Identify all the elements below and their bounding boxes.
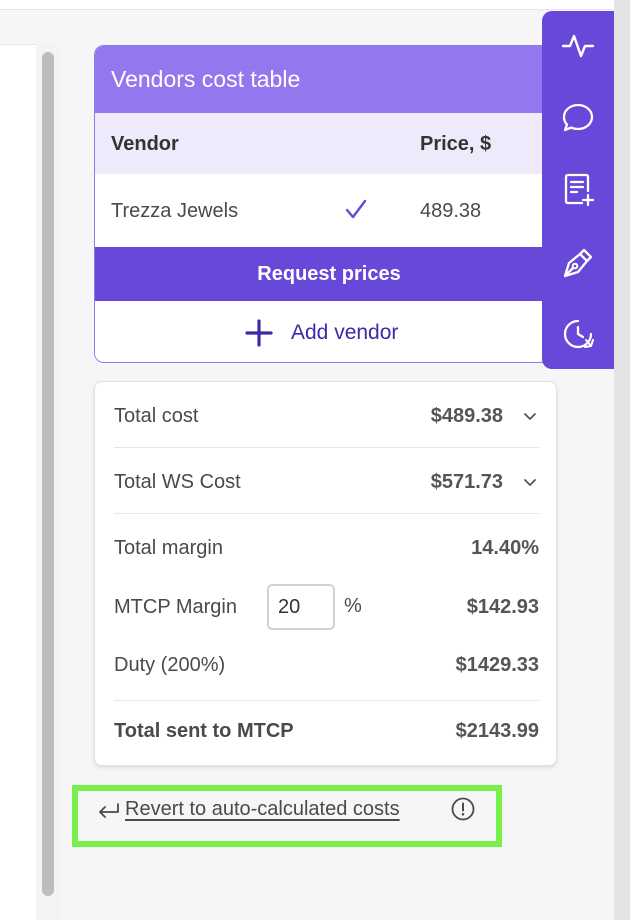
divider — [114, 447, 539, 448]
total-sent-value: $2143.99 — [455, 720, 539, 742]
column-header-vendor: Vendor — [111, 133, 179, 155]
duty-row: Duty (200%) $1429.33 — [114, 648, 539, 684]
vendor-price: 489.38 — [420, 200, 482, 222]
add-vendor-label: Add vendor — [291, 321, 399, 344]
vendors-cost-table: Vendors cost table Vendor Price, $ Trezz… — [94, 45, 564, 363]
add-note-icon[interactable] — [560, 171, 596, 207]
chevron-down-icon[interactable] — [523, 477, 537, 487]
request-prices-button[interactable]: Request prices — [95, 247, 563, 301]
total-margin-label: Total margin — [114, 537, 223, 559]
total-ws-cost-row[interactable]: Total WS Cost $571.73 — [114, 465, 539, 501]
total-sent-label: Total sent to MTCP — [114, 720, 294, 742]
mtcp-margin-input[interactable] — [267, 584, 335, 630]
plus-icon — [245, 319, 273, 347]
total-ws-cost-label: Total WS Cost — [114, 471, 241, 493]
undo-arrow-icon[interactable] — [96, 800, 120, 820]
history-icon[interactable] — [560, 316, 596, 352]
add-vendor-button[interactable]: Add vendor — [95, 301, 563, 362]
total-cost-value: $489.38 — [430, 405, 503, 427]
table-row[interactable]: Trezza Jewels 489.38 — [95, 174, 563, 247]
check-icon[interactable] — [345, 196, 367, 222]
total-margin-row: Total margin 14.40% — [114, 531, 539, 567]
duty-label: Duty (200%) — [114, 654, 226, 676]
duty-value: $1429.33 — [455, 654, 539, 676]
column-header-price: Price, $ — [420, 133, 492, 155]
cost-summary-card: Total cost $489.38 Total WS Cost $571.73… — [94, 381, 557, 766]
total-ws-cost-value: $571.73 — [430, 471, 503, 493]
mtcp-margin-value: $142.93 — [466, 596, 539, 618]
right-edge — [614, 0, 630, 920]
left-panel — [0, 44, 36, 920]
mtcp-margin-row: MTCP Margin $142.93 — [114, 590, 539, 626]
side-toolbar — [542, 11, 614, 369]
vendors-table-header: Vendor Price, $ — [95, 113, 563, 174]
vendors-table-title: Vendors cost table — [95, 46, 563, 113]
mtcp-margin-label: MTCP Margin — [114, 596, 237, 618]
total-margin-value: 14.40% — [471, 537, 539, 559]
scrollbar-thumb[interactable] — [42, 52, 54, 896]
chevron-down-icon[interactable] — [523, 411, 537, 421]
total-sent-row: Total sent to MTCP $2143.99 — [114, 714, 539, 750]
info-icon[interactable] — [451, 797, 475, 821]
divider — [114, 700, 539, 701]
pen-icon[interactable] — [560, 245, 596, 281]
divider — [114, 513, 539, 514]
highlight-box — [72, 785, 502, 847]
vendor-name: Trezza Jewels — [111, 200, 239, 222]
total-cost-label: Total cost — [114, 405, 199, 427]
revert-costs-link[interactable]: Revert to auto-calculated costs — [125, 798, 400, 820]
activity-icon[interactable] — [560, 28, 596, 64]
total-cost-row[interactable]: Total cost $489.38 — [114, 399, 539, 435]
percent-unit: % — [344, 595, 362, 617]
comment-icon[interactable] — [560, 100, 596, 136]
top-bar — [0, 0, 630, 10]
